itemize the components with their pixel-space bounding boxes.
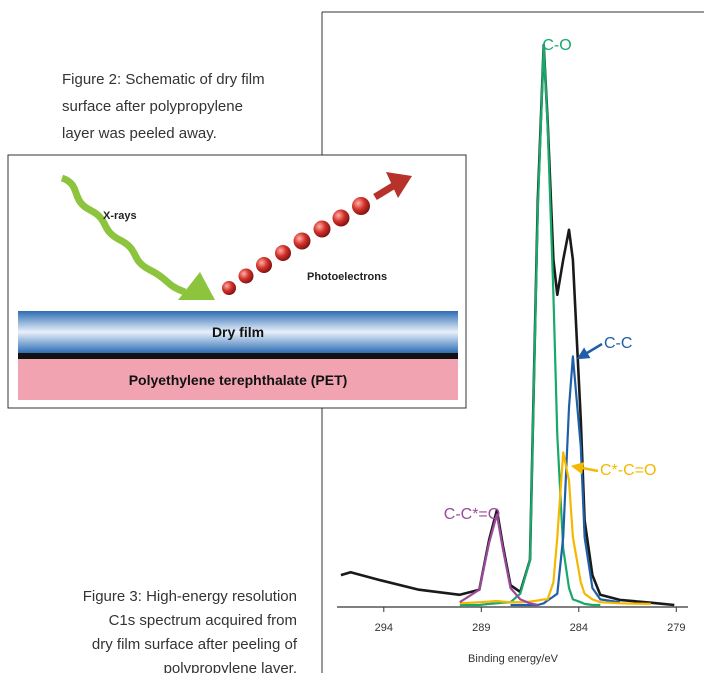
annotation-arrow	[570, 462, 599, 475]
peak-label: C-C	[604, 335, 632, 352]
caption-line: Figure 2: Schematic of dry film	[62, 71, 265, 88]
caption-line: polypropylene layer.	[164, 660, 297, 673]
xray-label: X-rays	[103, 210, 137, 222]
caption-line: C1s spectrum acquired from	[109, 612, 297, 629]
peak-label: C-C*=O	[444, 506, 500, 523]
photoelectron-label: Photoelectrons	[307, 271, 387, 283]
interface	[18, 353, 458, 359]
caption-line: surface after polypropylene	[62, 98, 243, 115]
x-tick-label: 284	[570, 622, 588, 634]
pet-label: Polyethylene terephthalate (PET)	[129, 372, 348, 388]
spectrum-line	[459, 513, 539, 607]
figure2-caption: Figure 2: Schematic of dry film surface …	[62, 71, 265, 142]
x-tick-label: 294	[375, 622, 393, 634]
x-axis-label: Binding energy/eV	[468, 653, 559, 665]
x-tick-label: 289	[472, 622, 490, 634]
figure3-caption: Figure 3: High-energy resolution C1s spe…	[83, 588, 298, 677]
annotation-arrow	[576, 342, 603, 360]
dry-film-layer	[18, 311, 458, 353]
x-tick-label: 279	[667, 622, 685, 634]
xray-arrow	[178, 272, 215, 300]
pet-layer	[18, 359, 458, 400]
xray-wave	[60, 174, 187, 296]
schematic: X-rays Photoelectrons Dry film Polyethyl…	[7, 154, 467, 409]
peak-label: C*-C=O	[600, 462, 656, 479]
caption-line: dry film surface after peeling of	[92, 636, 298, 653]
photoelectrons	[222, 172, 412, 295]
peak-label: C-O	[542, 37, 571, 54]
dry-film-label: Dry film	[212, 324, 264, 340]
spectrum-line	[459, 44, 601, 607]
spectrum-line	[459, 451, 651, 605]
caption-line: Figure 3: High-energy resolution	[83, 588, 297, 605]
caption-line: layer was peeled away.	[62, 125, 217, 142]
